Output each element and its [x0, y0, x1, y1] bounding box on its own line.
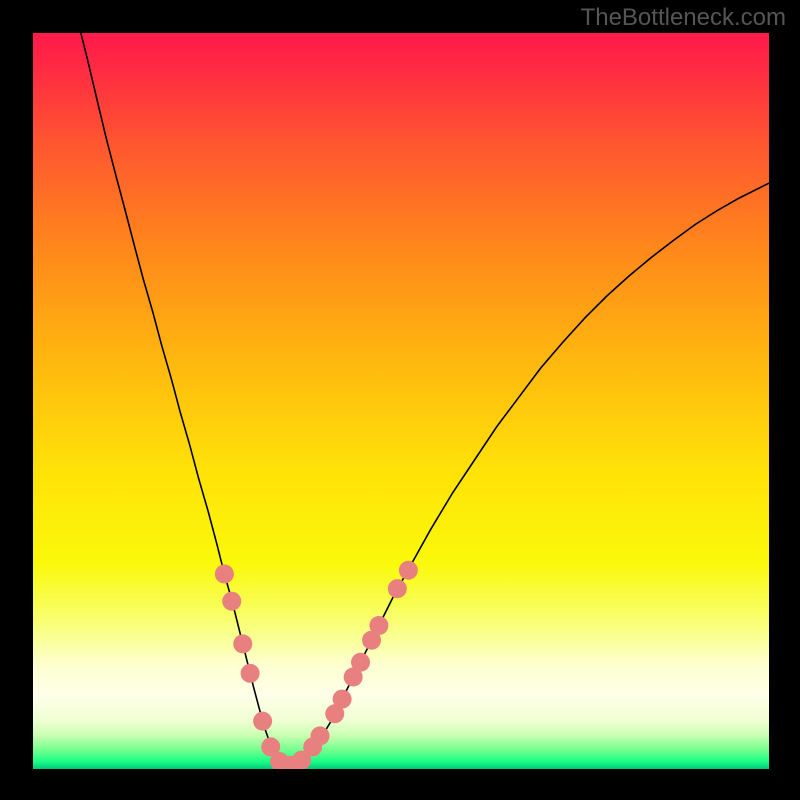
marker-dot — [253, 712, 272, 731]
gradient-background — [33, 33, 769, 769]
marker-dot — [369, 616, 388, 635]
marker-dot — [215, 564, 234, 583]
marker-dot — [333, 690, 352, 709]
marker-dot — [311, 726, 330, 745]
card-frame: TheBottleneck.com — [0, 0, 800, 800]
marker-dot — [388, 579, 407, 598]
chart-svg — [33, 33, 769, 769]
marker-dot — [399, 561, 418, 580]
plot-area — [33, 33, 769, 769]
marker-dot — [351, 653, 370, 672]
marker-dot — [241, 664, 260, 683]
watermark-text: TheBottleneck.com — [581, 4, 786, 32]
marker-dot — [222, 592, 241, 611]
marker-dot — [233, 634, 252, 653]
